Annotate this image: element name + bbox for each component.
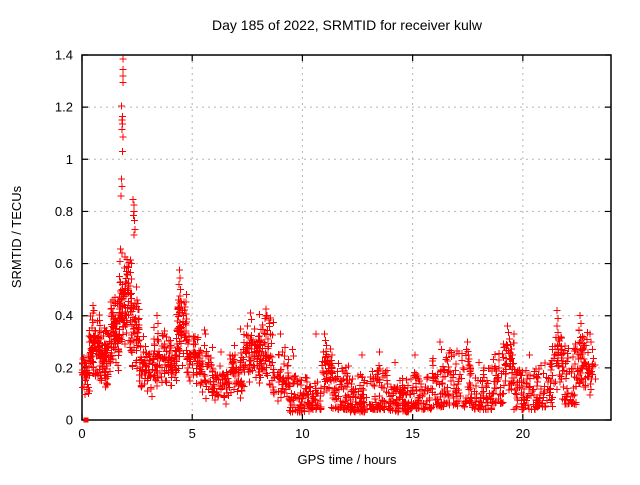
x-tick-label: 5	[189, 426, 196, 441]
y-tick-label: 1.4	[55, 48, 73, 63]
y-tick-label: 1.2	[55, 100, 73, 115]
y-tick-label: 0.4	[55, 308, 73, 323]
y-tick-label: 1	[66, 152, 73, 167]
plot-frame	[81, 54, 612, 421]
y-axis-label: SRMTID / TECUs	[9, 185, 24, 288]
origin-square-marker	[83, 417, 89, 423]
x-tick-labels: 0 5 10 15 20	[78, 426, 530, 441]
data-point-markers	[78, 55, 599, 416]
scatter-points	[78, 55, 599, 423]
chart-title: Day 185 of 2022, SRMTID for receiver kul…	[212, 17, 483, 33]
y-tick-labels: 0 0.2 0.4 0.6 0.8 1 1.2 1.4	[55, 48, 73, 428]
y-tick-label: 0.6	[55, 256, 73, 271]
x-tick-label: 15	[405, 426, 419, 441]
x-axis-label: GPS time / hours	[298, 452, 397, 467]
y-tick-label: 0	[66, 413, 73, 428]
y-tick-label: 0.8	[55, 204, 73, 219]
y-tick-label: 0.2	[55, 360, 73, 375]
x-tick-label: 0	[78, 426, 85, 441]
x-tick-label: 10	[295, 426, 309, 441]
x-tick-label: 20	[516, 426, 530, 441]
